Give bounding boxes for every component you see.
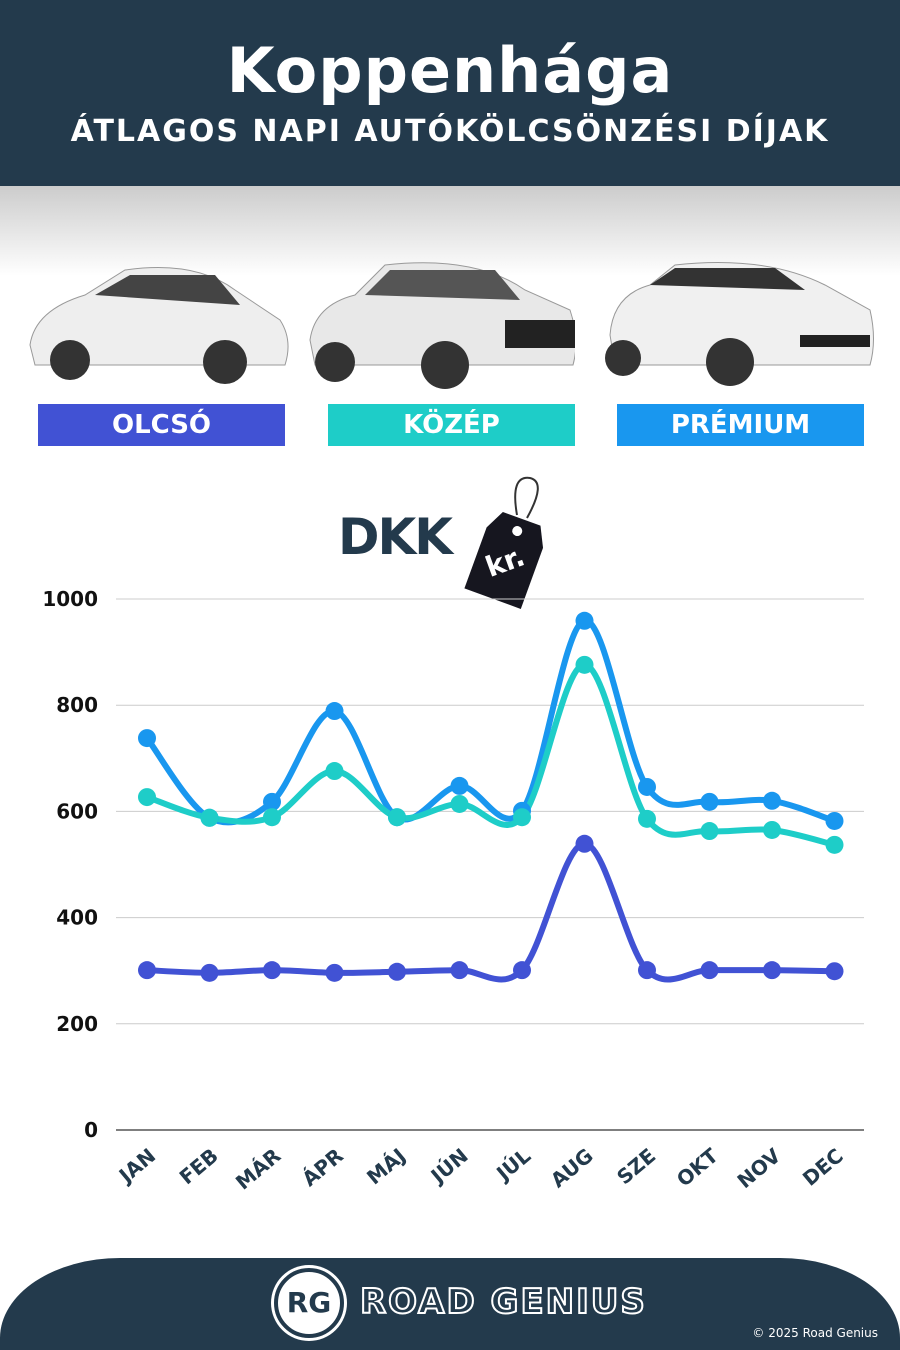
data-point <box>638 777 656 796</box>
price-tag-icon: kr. <box>464 476 544 609</box>
data-point <box>263 808 281 827</box>
x-tick-label: NOV <box>732 1143 785 1193</box>
data-point <box>138 788 156 807</box>
premium-car-image <box>605 262 874 386</box>
x-tick-label: OKT <box>672 1143 723 1191</box>
data-point <box>763 791 781 810</box>
y-tick-label: 200 <box>56 1012 98 1036</box>
data-point <box>263 961 281 980</box>
data-point <box>825 962 844 981</box>
data-point <box>763 820 781 839</box>
data-point <box>513 961 531 980</box>
series-line-prémium <box>144 617 836 826</box>
y-tick-label: 1000 <box>42 587 98 611</box>
y-tick-label: 800 <box>56 693 98 717</box>
header: Koppenhága ÁTLAGOS NAPI AUTÓKÖLCSÖNZÉSI … <box>0 0 900 186</box>
line-chart: 0 200 400 600 800 1000 JAN FEB MÁR ÁPR MÁJ JÚN JÚL AU… <box>42 587 864 1194</box>
data-point <box>450 776 469 795</box>
y-tick-label: 0 <box>84 1118 98 1142</box>
legend-premium: PRÉMIUM <box>617 404 864 446</box>
data-point <box>763 961 781 980</box>
copyright: © 2025 Road Genius <box>752 1326 878 1340</box>
x-tick-label: JÚL <box>490 1143 535 1186</box>
midsize-car-image <box>309 262 575 389</box>
data-point <box>700 792 719 811</box>
data-point <box>638 961 656 980</box>
legend-economy: OLCSÓ <box>38 404 285 446</box>
x-tick-label: JÚN <box>425 1143 473 1189</box>
brand-name: ROAD GENIUS <box>359 1281 647 1323</box>
data-point <box>700 961 719 980</box>
y-tick-label: 600 <box>56 799 98 823</box>
data-point <box>138 961 156 980</box>
economy-car-image <box>29 267 289 384</box>
x-tick-label: DEC <box>798 1143 848 1190</box>
data-point <box>638 809 656 828</box>
data-point <box>138 729 156 748</box>
x-tick-label: MÁJ <box>362 1143 410 1189</box>
x-tick-label: FEB <box>175 1143 223 1189</box>
data-point <box>825 835 844 854</box>
data-point <box>388 962 406 981</box>
data-point <box>200 808 219 827</box>
data-point <box>263 792 281 811</box>
data-point <box>325 702 344 721</box>
data-point <box>700 822 719 841</box>
data-point <box>388 808 406 827</box>
data-point <box>200 963 219 982</box>
header-shadow <box>0 186 900 276</box>
y-tick-label: 400 <box>56 906 98 930</box>
page-title: Koppenhága <box>226 34 674 107</box>
data-point <box>325 963 344 982</box>
x-tick-label: ÁPR <box>297 1143 347 1191</box>
footer <box>0 1258 900 1350</box>
legend-midsize: KÖZÉP <box>328 404 575 446</box>
road-genius-logo: RG <box>274 1268 344 1338</box>
data-point <box>450 961 469 980</box>
page-subtitle: ÁTLAGOS NAPI AUTÓKÖLCSÖNZÉSI DÍJAK <box>70 114 830 149</box>
x-tick-label: SZE <box>612 1143 660 1189</box>
data-point <box>450 794 469 813</box>
data-point <box>575 834 594 853</box>
data-point <box>325 762 344 781</box>
x-tick-label: JAN <box>113 1143 160 1188</box>
x-tick-label: MÁR <box>231 1143 285 1194</box>
data-point <box>825 811 844 830</box>
data-point <box>513 808 531 827</box>
currency-label: DKK <box>338 508 453 566</box>
data-point <box>575 611 594 630</box>
x-tick-label: AUG <box>546 1143 598 1192</box>
series-line-olcsó <box>146 840 835 983</box>
data-point <box>575 655 594 674</box>
